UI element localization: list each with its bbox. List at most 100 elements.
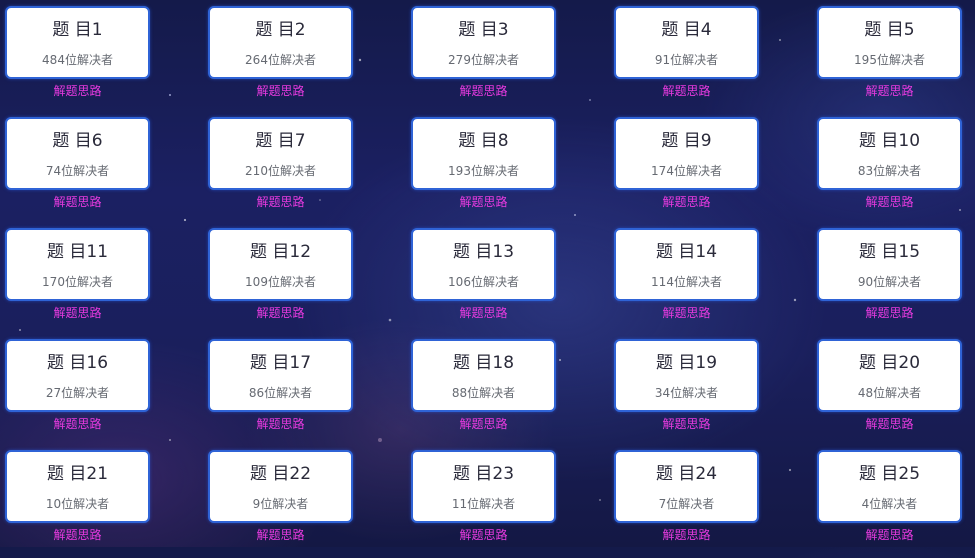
solution-hint-link[interactable]: 解题思路 xyxy=(256,195,305,209)
solver-count: 86位解决者 xyxy=(248,386,313,400)
solution-hint-link[interactable]: 解题思路 xyxy=(53,528,102,542)
problem-title: 题 目18 xyxy=(452,353,515,373)
problem-card-button[interactable]: 题 目3 279位解决者 xyxy=(411,6,556,79)
problem-title: 题 目16 xyxy=(46,353,109,373)
solution-hint-link[interactable]: 解题思路 xyxy=(459,417,508,431)
problem-cell: 题 目9 174位解决者 解题思路 xyxy=(614,117,761,225)
solution-hint-link[interactable]: 解题思路 xyxy=(662,306,711,320)
problem-title: 题 目7 xyxy=(255,131,306,151)
solution-hint-link[interactable]: 解题思路 xyxy=(256,84,305,98)
solution-hint-link[interactable]: 解题思路 xyxy=(865,84,914,98)
problem-card-button[interactable]: 题 目7 210位解决者 xyxy=(208,117,353,190)
solver-count: 83位解决者 xyxy=(857,164,922,178)
problem-card-button[interactable]: 题 目22 9位解决者 xyxy=(208,450,353,523)
solver-count: 279位解决者 xyxy=(448,53,519,67)
solver-count: 210位解决者 xyxy=(245,164,316,178)
problem-title: 题 目13 xyxy=(452,242,515,262)
problem-title: 题 目24 xyxy=(655,464,718,484)
problem-card-button[interactable]: 题 目16 27位解决者 xyxy=(5,339,150,412)
solver-count: 90位解决者 xyxy=(857,275,922,289)
problem-title: 题 目14 xyxy=(655,242,718,262)
problem-card-button[interactable]: 题 目14 114位解决者 xyxy=(614,228,759,301)
problem-card-button[interactable]: 题 目25 4位解决者 xyxy=(817,450,962,523)
solver-count: 109位解决者 xyxy=(245,275,316,289)
solver-count: 195位解决者 xyxy=(854,53,925,67)
problem-card-button[interactable]: 题 目20 48位解决者 xyxy=(817,339,962,412)
problem-card-button[interactable]: 题 目15 90位解决者 xyxy=(817,228,962,301)
problem-cell: 题 目15 90位解决者 解题思路 xyxy=(817,228,964,336)
problem-cell: 题 目3 279位解决者 解题思路 xyxy=(411,6,558,114)
solution-hint-link[interactable]: 解题思路 xyxy=(53,306,102,320)
solution-hint-link[interactable]: 解题思路 xyxy=(662,417,711,431)
problem-title: 题 目11 xyxy=(46,242,109,262)
problem-card-button[interactable]: 题 目6 74位解决者 xyxy=(5,117,150,190)
solution-hint-link[interactable]: 解题思路 xyxy=(865,195,914,209)
solution-hint-link[interactable]: 解题思路 xyxy=(662,528,711,542)
problem-card-button[interactable]: 题 目18 88位解决者 xyxy=(411,339,556,412)
problem-cell: 题 目22 9位解决者解题思路 xyxy=(208,450,355,558)
problem-card-button[interactable]: 题 目21 10位解决者 xyxy=(5,450,150,523)
problem-card-button[interactable]: 题 目1 484位解决者 xyxy=(5,6,150,79)
problem-card-button[interactable]: 题 目17 86位解决者 xyxy=(208,339,353,412)
solver-count: 11位解决者 xyxy=(451,497,516,511)
problem-cell: 题 目2 264位解决者解题思路 xyxy=(208,6,355,114)
solution-hint-link[interactable]: 解题思路 xyxy=(53,84,102,98)
solution-hint-link[interactable]: 解题思路 xyxy=(459,195,508,209)
problem-card-button[interactable]: 题 目12 109位解决者 xyxy=(208,228,353,301)
problem-card-button[interactable]: 题 目19 34位解决者 xyxy=(614,339,759,412)
solution-hint-link[interactable]: 解题思路 xyxy=(53,195,102,209)
problem-title: 题 目1 xyxy=(52,20,103,40)
solver-count: 174位解决者 xyxy=(651,164,722,178)
problem-card-button[interactable]: 题 目13 106位解决者 xyxy=(411,228,556,301)
solver-count: 106位解决者 xyxy=(448,275,519,289)
problem-title: 题 目3 xyxy=(458,20,509,40)
problem-cell: 题 目8 193位解决者解题思路 xyxy=(411,117,558,225)
problem-card-button[interactable]: 题 目8 193位解决者 xyxy=(411,117,556,190)
problem-cell: 题 目11 170位解决者 解题思路 xyxy=(5,228,152,336)
problem-title: 题 目23 xyxy=(452,464,515,484)
solver-count: 10位解决者 xyxy=(45,497,110,511)
problem-card-button[interactable]: 题 目9 174位解决者 xyxy=(614,117,759,190)
solution-hint-link[interactable]: 解题思路 xyxy=(662,195,711,209)
solver-count: 91位解决者 xyxy=(654,53,719,67)
problem-title: 题 目17 xyxy=(249,353,312,373)
solution-hint-link[interactable]: 解题思路 xyxy=(865,417,914,431)
solution-hint-link[interactable]: 解题思路 xyxy=(256,528,305,542)
problem-card-button[interactable]: 题 目24 7位解决者 xyxy=(614,450,759,523)
solver-count: 484位解决者 xyxy=(42,53,113,67)
solution-hint-link[interactable]: 解题思路 xyxy=(459,84,508,98)
solution-hint-link[interactable]: 解题思路 xyxy=(865,306,914,320)
problem-title: 题 目10 xyxy=(858,131,921,151)
problem-card-button[interactable]: 题 目11 170位解决者 xyxy=(5,228,150,301)
problem-cell: 题 目24 7位解决者解题思路 xyxy=(614,450,761,558)
problem-cell: 题 目19 34位解决者解题思路 xyxy=(614,339,761,447)
problem-title: 题 目12 xyxy=(249,242,312,262)
solution-hint-link[interactable]: 解题思路 xyxy=(459,528,508,542)
problem-title: 题 目19 xyxy=(655,353,718,373)
problem-title: 题 目2 xyxy=(255,20,306,40)
problem-title: 题 目25 xyxy=(858,464,921,484)
solution-hint-link[interactable]: 解题思路 xyxy=(459,306,508,320)
solution-hint-link[interactable]: 解题思路 xyxy=(256,306,305,320)
problem-card-button[interactable]: 题 目10 83位解决者 xyxy=(817,117,962,190)
problem-title: 题 目15 xyxy=(858,242,921,262)
problem-card-button[interactable]: 题 目5 195位解决者 xyxy=(817,6,962,79)
solver-count: 74位解决者 xyxy=(45,164,110,178)
problem-cell: 题 目20 48位解决者解题思路 xyxy=(817,339,964,447)
solver-count: 170位解决者 xyxy=(42,275,113,289)
problem-cell: 题 目25 4位解决者解题思路 xyxy=(817,450,964,558)
problem-card-button[interactable]: 题 目4 91位解决者 xyxy=(614,6,759,79)
solution-hint-link[interactable]: 解题思路 xyxy=(53,417,102,431)
problem-title: 题 目9 xyxy=(661,131,712,151)
problem-card-button[interactable]: 题 目23 11位解决者 xyxy=(411,450,556,523)
problem-card-button[interactable]: 题 目2 264位解决者 xyxy=(208,6,353,79)
problem-title: 题 目6 xyxy=(52,131,103,151)
solution-hint-link[interactable]: 解题思路 xyxy=(662,84,711,98)
problem-cell: 题 目21 10位解决者解题思路 xyxy=(5,450,152,558)
solution-hint-link[interactable]: 解题思路 xyxy=(256,417,305,431)
solution-hint-link[interactable]: 解题思路 xyxy=(865,528,914,542)
problem-cell: 题 目6 74位解决者 解题思路 xyxy=(5,117,152,225)
solver-count: 114位解决者 xyxy=(651,275,722,289)
problem-cell: 题 目4 91位解决者解题思路 xyxy=(614,6,761,114)
